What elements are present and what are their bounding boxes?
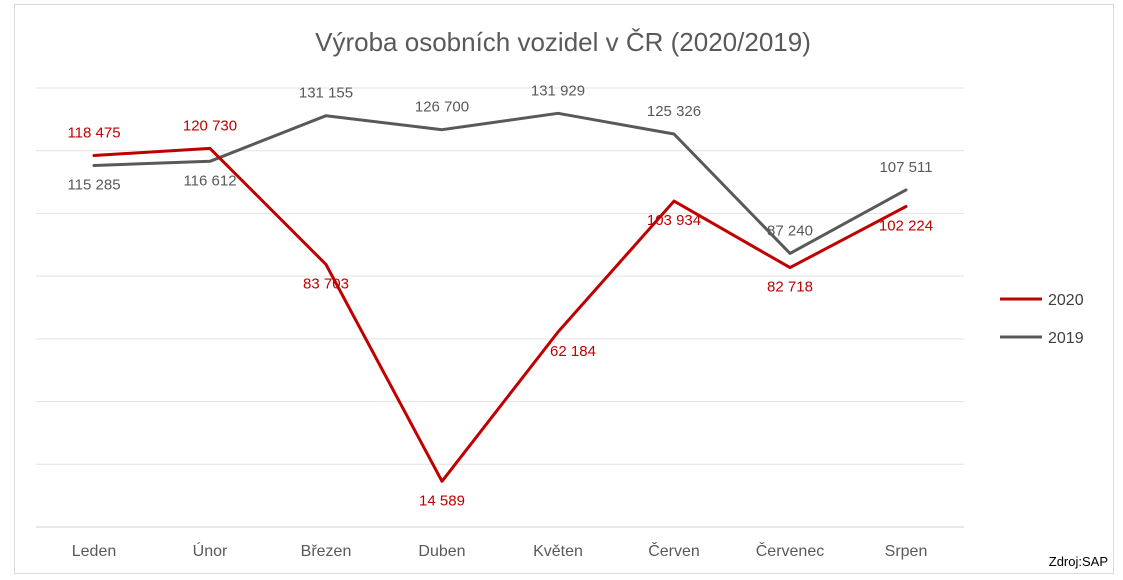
legend: 2020 2019: [1000, 292, 1084, 347]
gridlines: [36, 87, 964, 528]
source-note: Zdroj:SAP: [1049, 554, 1108, 569]
data-label-2020: 83 703: [303, 276, 349, 293]
x-tick-label: Červenec: [756, 541, 824, 560]
data-label-2020: 103 934: [647, 212, 701, 229]
series-lines: [92, 111, 908, 483]
data-label-2019: 131 155: [299, 85, 353, 102]
chart-frame: [14, 4, 1114, 574]
x-tick-label: Srpen: [885, 543, 928, 560]
data-label-2020: 82 718: [767, 279, 813, 296]
series-line-2019: [92, 111, 908, 255]
legend-label-2020: 2020: [1048, 292, 1084, 309]
x-tick-label: Červen: [648, 541, 700, 560]
data-label-2019: 126 700: [415, 99, 469, 116]
legend-label-2019: 2019: [1048, 330, 1084, 347]
data-label-2019: 125 326: [647, 103, 701, 120]
x-tick-label: Únor: [193, 541, 228, 560]
x-axis: Leden Únor Březen Duben Květen Červen Červenec…: [72, 541, 928, 560]
data-label-2020: 14 589: [419, 492, 465, 509]
data-label-2019: 107 511: [879, 159, 932, 176]
data-labels: 118 475 120 730 83 703 14 589 62 184 103 934 8…: [67, 82, 933, 509]
x-tick-label: Duben: [418, 543, 465, 560]
data-label-2020: 120 730: [183, 117, 237, 134]
data-label-2020: 118 475: [67, 124, 120, 141]
data-label-2019: 87 240: [767, 222, 813, 239]
x-tick-label: Březen: [301, 543, 352, 560]
x-tick-label: Leden: [72, 543, 117, 560]
x-tick-label: Květen: [533, 543, 583, 560]
series-line-2020: [92, 146, 908, 483]
data-label-2020: 102 224: [879, 217, 933, 234]
data-label-2019: 131 929: [531, 82, 585, 99]
data-label-2019: 115 285: [67, 176, 120, 193]
data-label-2019: 116 612: [183, 172, 236, 189]
data-label-2020: 62 184: [550, 343, 596, 360]
chart-title: Výroba osobních vozidel v ČR (2020/2019): [315, 27, 811, 57]
